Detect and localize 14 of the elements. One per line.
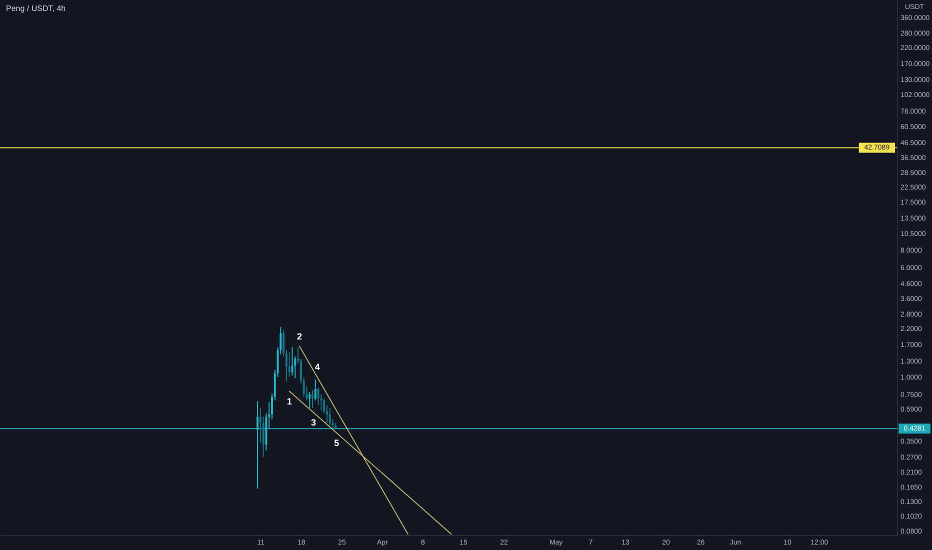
candlestick — [288, 352, 290, 378]
candlestick — [328, 408, 331, 426]
candlestick — [312, 390, 314, 409]
chart-title: Peng / USDT, 4h — [6, 4, 66, 13]
annotation: 5 — [334, 438, 340, 448]
candlestick — [308, 392, 311, 409]
annotation: 1 — [286, 396, 292, 406]
candlestick — [317, 387, 320, 406]
annotation: 2 — [296, 331, 302, 342]
candlestick — [291, 346, 294, 376]
annotation: 3 — [310, 417, 316, 428]
candlestick — [256, 400, 259, 490]
annotation: 4 — [314, 362, 320, 372]
candlestick — [314, 378, 316, 401]
